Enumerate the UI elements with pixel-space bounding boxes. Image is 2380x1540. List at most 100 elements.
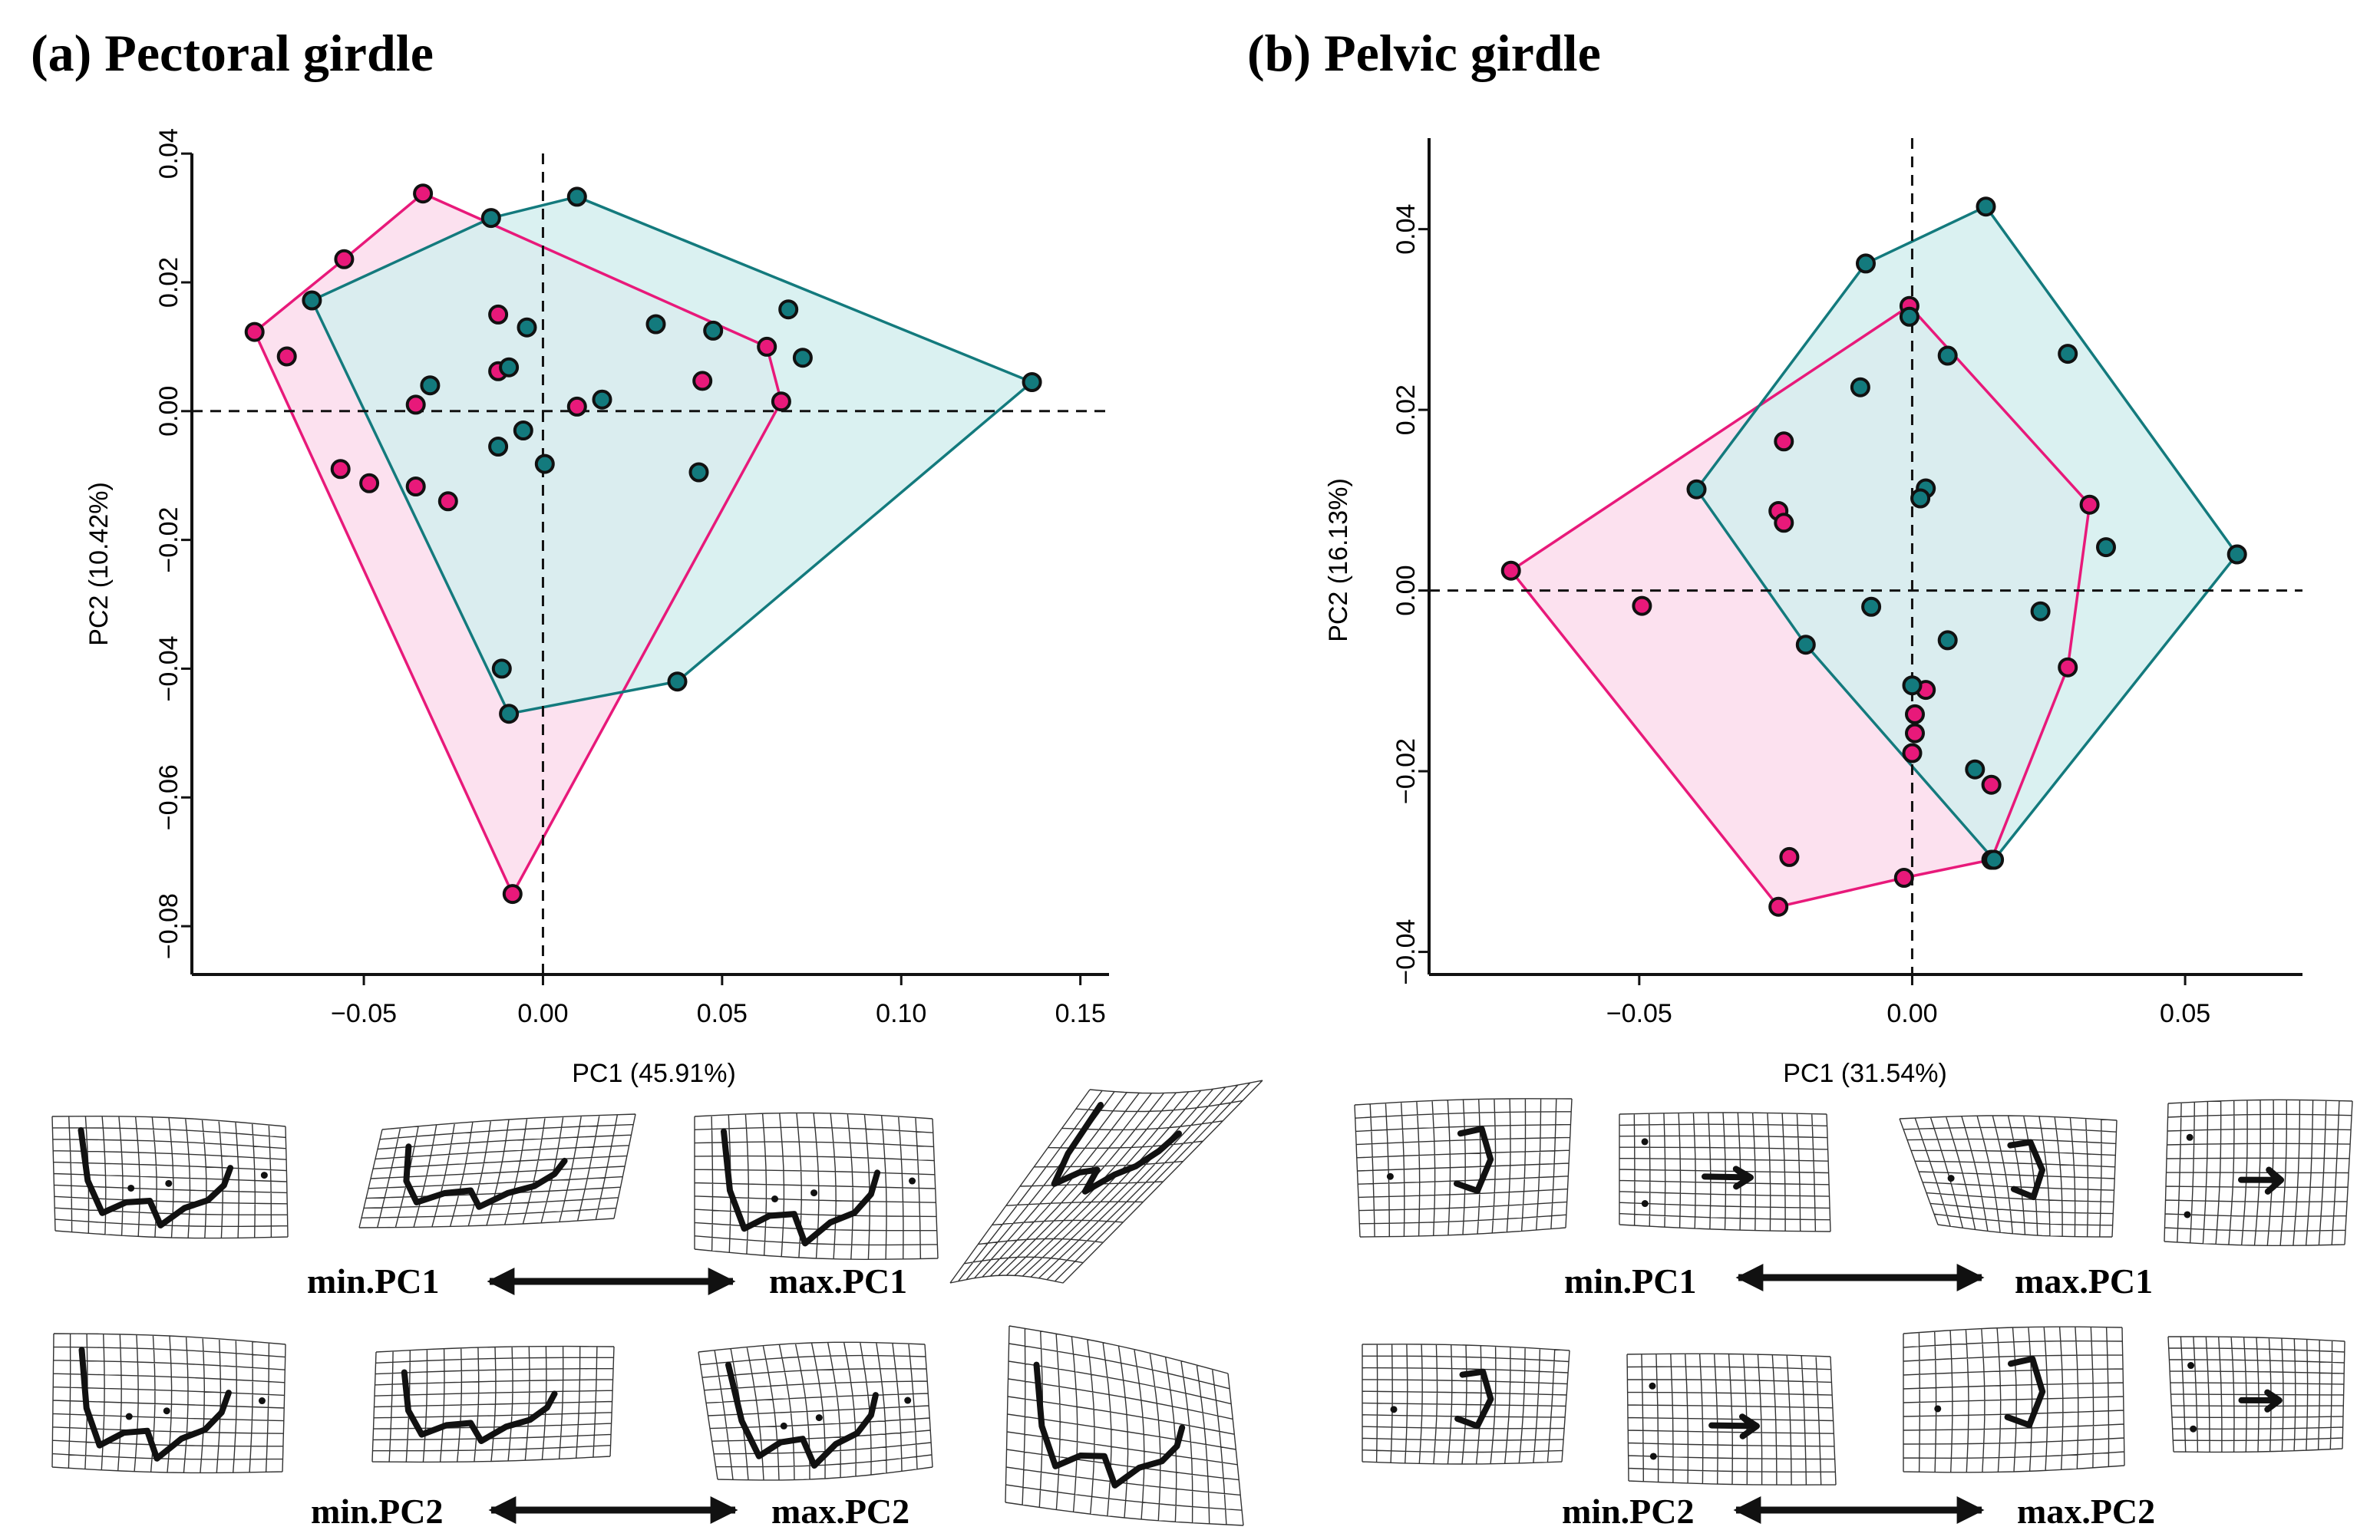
data-point-teal	[792, 348, 813, 368]
data-point-teal	[667, 671, 688, 692]
data-point-pink	[1774, 513, 1794, 533]
warp-pect-pc2-min-lateral	[51, 1333, 286, 1474]
y-tick-label: 0.02	[1391, 384, 1421, 435]
data-point-teal	[499, 704, 520, 724]
max-pc2-label-pectoral: max.PC2	[771, 1492, 909, 1531]
warp-row-pc1-pectoral: min.PC1 max.PC1	[307, 1261, 907, 1301]
warp-pect-pc2-max-lateral-mesh	[698, 1341, 933, 1481]
warp-pect-pc1-max-lateral	[694, 1112, 939, 1261]
warp-pelv-pc2-min-lateral	[1362, 1344, 1570, 1465]
warp-pelv-pc1-max-lateral	[1899, 1115, 2118, 1238]
warp-pect-pc2-max-dorsal	[1005, 1325, 1244, 1526]
warp-pelv-pc1-max-dorsal-landmarks	[2238, 1166, 2285, 1195]
data-point-teal	[1795, 635, 1816, 655]
warp-pect-pc2-min-lateral-landmark-dot	[163, 1407, 170, 1415]
data-point-pink	[488, 304, 509, 325]
data-point-teal	[1910, 488, 1931, 509]
warp-pelv-pc1-max-lateral-landmark-dot	[1947, 1175, 1955, 1182]
data-point-pink	[413, 183, 434, 204]
data-point-pink	[1768, 896, 1789, 917]
data-point-teal	[1850, 377, 1870, 397]
warp-pelv-pc2-min-dorsal-landmark-dot	[1649, 1382, 1656, 1390]
y-tick-label: −0.08	[154, 893, 183, 959]
warp-row-pc2-pectoral: min.PC2 max.PC2	[311, 1492, 909, 1531]
warp-pelv-pc2-max-lateral-mesh	[1903, 1326, 2125, 1473]
max-pc2-label-pelvic: max.PC2	[2017, 1492, 2155, 1531]
warp-pelv-pc1-max-lateral-mesh	[1899, 1115, 2118, 1238]
x-tick-label: 0.00	[1887, 999, 1937, 1028]
warp-pect-pc2-max-dorsal-landmarks	[1033, 1361, 1186, 1489]
plot-pectoral: −0.05 0.00 0.05 0.10 0.15 −0.08 −0.06 −0.04 −0.0…	[154, 128, 1109, 1028]
data-point-pink	[1905, 723, 1925, 744]
min-pc2-label-pelvic: min.PC2	[1562, 1492, 1695, 1531]
warp-pelv-pc1-max-lateral-landmarks	[2007, 1139, 2045, 1201]
data-point-teal	[1686, 479, 1707, 500]
y-tick-label: −0.02	[154, 507, 183, 573]
warp-pect-pc2-min-lateral-landmark-dot	[125, 1413, 133, 1420]
warp-row-pc1-pelvic: min.PC1 max.PC1	[1564, 1261, 2153, 1301]
data-point-teal	[592, 389, 612, 410]
warp-pelv-pc1-min-dorsal-landmark-dot	[1641, 1200, 1649, 1208]
warp-grids-pelvic: min.PC1 max.PC1 min.PC2 max.PC2	[1354, 1098, 2353, 1531]
panel-pectoral: (a) Pectoral girdle −0.05 0.00 0.05 0.10 0.1…	[31, 24, 1263, 1531]
y-axis-label-pectoral: PC2 (10.42%)	[84, 482, 114, 646]
data-point-pink	[1902, 743, 1923, 763]
data-point-teal	[1937, 630, 1958, 651]
data-point-teal	[491, 658, 512, 679]
data-point-teal	[480, 208, 501, 229]
data-point-pink	[1905, 704, 1925, 724]
data-point-teal	[566, 186, 587, 207]
data-point-teal	[1976, 196, 1996, 217]
warp-pect-pc1-max-dorsal	[949, 1080, 1263, 1284]
y-tick-label: −0.06	[154, 764, 183, 830]
warp-pelv-pc1-min-dorsal-mesh	[1619, 1112, 1831, 1232]
data-point-pink	[405, 394, 426, 415]
y-tick-label: 0.04	[154, 128, 183, 179]
warp-pelv-pc1-max-dorsal	[2164, 1099, 2353, 1247]
data-point-teal	[499, 357, 520, 378]
warp-pect-pc2-max-lateral	[698, 1341, 933, 1481]
warp-pelv-pc1-min-lateral-landmarks	[1454, 1126, 1494, 1194]
y-tick-label: −0.04	[154, 635, 183, 701]
hull-fill-teal	[312, 196, 1032, 714]
min-pc2-label-pectoral: min.PC2	[311, 1492, 444, 1531]
x-tick-label: 0.10	[876, 999, 926, 1028]
warp-pect-pc1-min-lateral	[51, 1115, 289, 1239]
warp-pelv-pc2-max-lateral	[1903, 1326, 2125, 1473]
x-tick-label: −0.05	[331, 999, 397, 1028]
y-axis-label-pelvic: PC2 (16.13%)	[1324, 478, 1353, 642]
warp-pelv-pc2-min-dorsal-landmark-dot	[1649, 1453, 1657, 1460]
warp-pect-pc2-max-lateral-landmarks	[725, 1361, 879, 1469]
warp-pelv-pc1-max-dorsal-mesh	[2164, 1099, 2353, 1247]
warp-pelv-pc1-min-lateral-landmark-dot	[1386, 1172, 1394, 1180]
warp-pelv-pc2-min-dorsal-landmarks	[1708, 1413, 1760, 1439]
y-tick-label: −0.04	[1391, 919, 1421, 985]
min-pc1-label-pelvic: min.PC1	[1564, 1261, 1697, 1301]
data-point-teal	[517, 317, 537, 338]
data-point-pink	[437, 491, 458, 512]
warp-pect-pc1-min-dorsal-landmarks	[403, 1143, 568, 1210]
panel-pelvic: (b) Pelvic girdle −0.05 0.00 0.05−0.04−0.0…	[1247, 24, 2353, 1531]
data-point-pink	[1981, 774, 2002, 795]
warp-row-pc2-pelvic: min.PC2 max.PC2	[1562, 1492, 2155, 1531]
warp-pelv-pc2-min-dorsal	[1626, 1353, 1837, 1486]
data-point-teal	[2058, 344, 2078, 364]
data-point-pink	[1774, 431, 1794, 452]
warp-pelv-pc2-min-dorsal-mesh	[1626, 1353, 1837, 1486]
warp-pect-pc1-max-lateral-landmark-dot	[909, 1177, 916, 1185]
data-point-pink	[2079, 494, 2100, 515]
data-point-pink	[502, 884, 523, 905]
warp-pect-pc2-max-lateral-landmark-dot	[780, 1422, 787, 1430]
x-tick-label: 0.05	[2160, 999, 2210, 1028]
data-point-pink	[757, 336, 777, 357]
x-tick-label: −0.05	[1606, 999, 1672, 1028]
warp-pect-pc2-max-lateral-landmark-dot	[815, 1414, 823, 1422]
y-tick-label: 0.04	[1391, 204, 1421, 255]
warp-pelv-pc2-max-dorsal-mesh	[2167, 1336, 2345, 1453]
x-axis-label-pectoral: PC1 (45.91%)	[572, 1059, 736, 1088]
warp-pect-pc1-min-lateral-landmark-dot	[260, 1172, 268, 1179]
warp-pect-pc1-max-dorsal-landmarks	[1051, 1102, 1182, 1195]
data-point-pink	[566, 396, 587, 417]
data-point-pink	[1500, 560, 1521, 581]
data-point-teal	[488, 437, 509, 457]
